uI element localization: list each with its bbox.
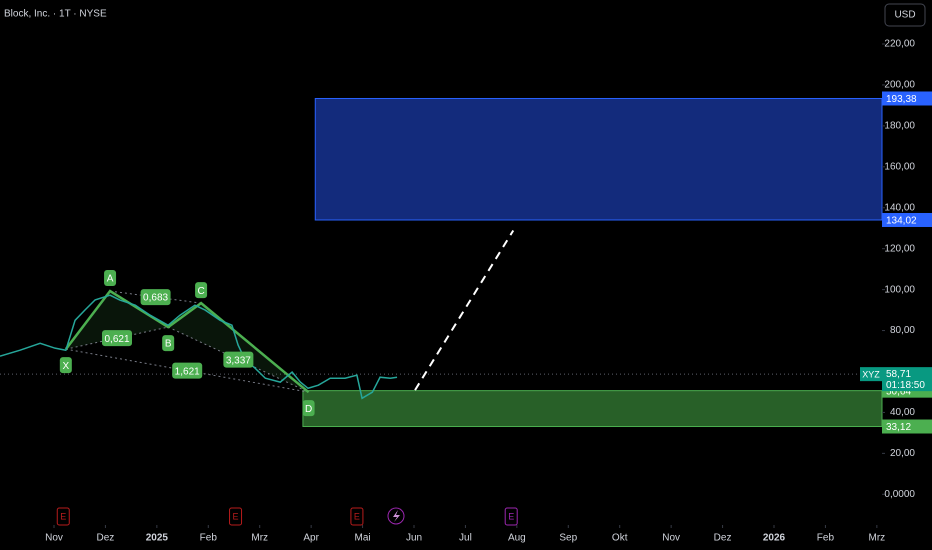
price-tag-label: 193,38 [886, 94, 917, 105]
event-label: E [508, 511, 514, 521]
target-zone [302, 390, 883, 428]
x-tick-label: Mai [355, 533, 371, 544]
x-tick-label: Mrz [251, 533, 268, 544]
last-price-tag [882, 367, 932, 392]
price-line-series [0, 294, 398, 400]
point-label: B [165, 339, 172, 350]
x-tick-label: 2025 [146, 533, 169, 544]
point-badge [162, 335, 175, 352]
x-tick-label: Dez [714, 533, 732, 544]
y-tick-label: 220,00 [884, 39, 915, 50]
last-price-label: 58,71 [886, 369, 911, 380]
y-tick-label: 20,00 [890, 448, 915, 459]
point-label: A [107, 274, 114, 285]
x-tick-label: 2026 [763, 533, 786, 544]
point-badge [302, 400, 315, 417]
currency-label[interactable]: USD [894, 10, 915, 21]
y-tick-label: 40,00 [890, 407, 915, 418]
ratio-badge [223, 351, 254, 368]
ratio-badge [172, 362, 203, 379]
y-tick-label: 80,00 [890, 325, 915, 336]
pattern-leg [167, 326, 309, 393]
x-tick-label: Aug [508, 533, 526, 544]
x-tick-label: Mrz [869, 533, 886, 544]
y-tick-label: 140,00 [884, 202, 915, 213]
price-tag-label: 50,64 [886, 386, 911, 397]
forecast-arrow [414, 229, 515, 391]
ratio-badge [140, 289, 171, 306]
x-tick-label: Sep [559, 533, 577, 544]
news-icon [393, 510, 400, 522]
point-label: D [305, 404, 312, 415]
point-label: C [197, 286, 204, 297]
x-tick-label: Nov [45, 533, 63, 544]
price-tag [882, 212, 932, 227]
currency-button[interactable] [884, 3, 926, 27]
pattern-fill [168, 303, 309, 393]
ratio-label: 0,621 [104, 334, 129, 345]
point-badge [195, 282, 208, 299]
news-marker [387, 507, 405, 525]
point-badge [104, 270, 117, 287]
y-tick-label: 180,00 [884, 121, 915, 132]
event-marker [56, 507, 70, 526]
price-tag-label: 134,02 [886, 216, 917, 227]
y-tick-label: 120,00 [884, 243, 915, 254]
price-tag-label: 33,12 [886, 422, 911, 433]
event-marker [229, 507, 243, 526]
y-tick-label: 0,0000 [884, 489, 915, 500]
point-label: X [62, 361, 69, 372]
x-tick-label: Apr [303, 533, 319, 544]
x-tick-label: Okt [612, 533, 628, 544]
price-tag [882, 91, 932, 106]
chart-title: Block, Inc. · 1T · NYSE [4, 9, 107, 20]
x-tick-label: Feb [817, 533, 835, 544]
ratio-label: 0,683 [143, 293, 168, 304]
ratio-label: 1,621 [175, 366, 200, 377]
target-zone [314, 97, 883, 221]
event-marker [350, 507, 364, 526]
x-tick-label: Jul [459, 533, 472, 544]
event-label: E [233, 511, 239, 521]
ratio-label: 3,337 [226, 355, 251, 366]
y-tick-label: 200,00 [884, 80, 915, 91]
symbol-label: XYZ [862, 370, 880, 380]
x-tick-label: Jun [406, 533, 422, 544]
ratio-badge [102, 330, 132, 347]
symbol-tag [860, 367, 882, 382]
pattern-fill [65, 291, 169, 350]
x-tick-label: Dez [97, 533, 115, 544]
event-label: E [354, 511, 360, 521]
y-tick-label: 160,00 [884, 161, 915, 172]
pattern-line [64, 289, 310, 394]
point-badge [59, 357, 72, 374]
price-tag [882, 419, 932, 434]
x-tick-label: Nov [662, 533, 680, 544]
event-marker [504, 507, 518, 526]
x-tick-label: Feb [200, 533, 218, 544]
pattern-leg [65, 348, 309, 393]
countdown-label: 01:18:50 [886, 380, 925, 391]
y-tick-label: 100,00 [884, 284, 915, 295]
event-label: E [60, 511, 66, 521]
